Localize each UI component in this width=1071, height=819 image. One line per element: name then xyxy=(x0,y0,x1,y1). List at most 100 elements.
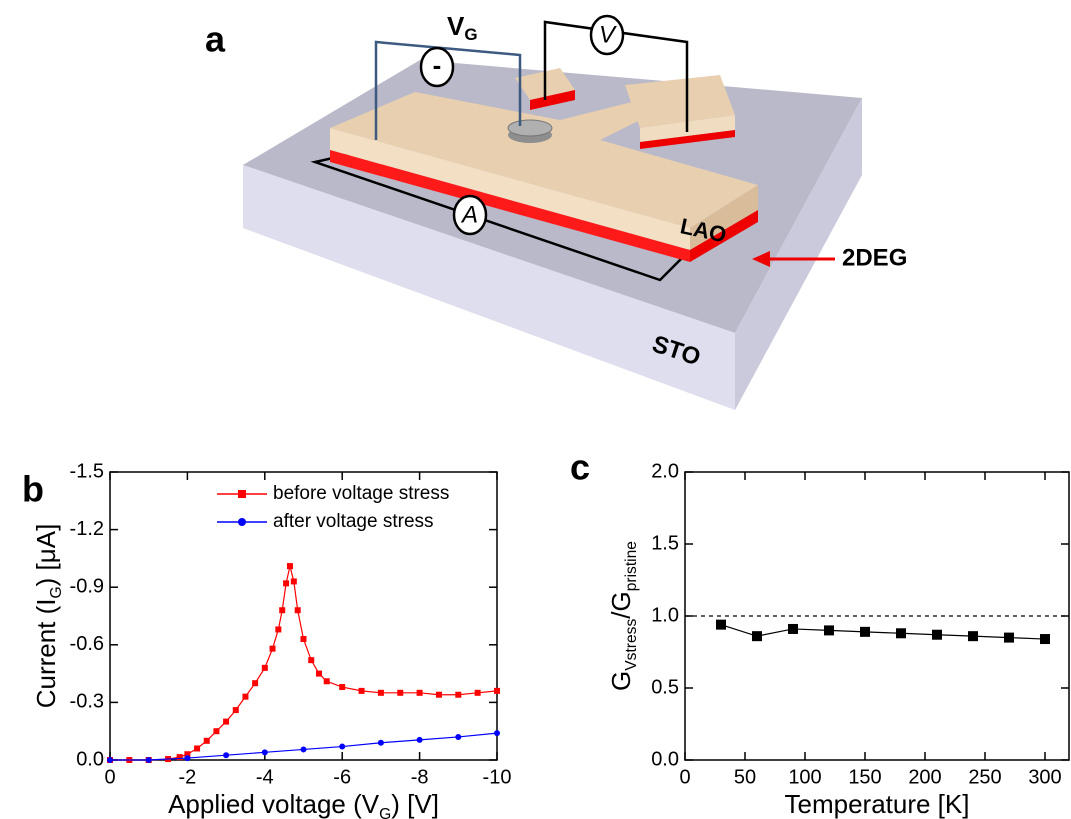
x-tick-label: -10 xyxy=(483,766,512,788)
legend-label: before voltage stress xyxy=(273,483,449,504)
marker xyxy=(146,757,152,763)
label-part: G xyxy=(606,671,636,691)
marker xyxy=(283,580,289,586)
marker xyxy=(896,628,906,638)
marker xyxy=(184,755,190,761)
marker xyxy=(262,665,268,671)
marker xyxy=(223,719,229,725)
ammeter-label: A xyxy=(460,201,478,228)
y-tick-label: -0.6 xyxy=(70,633,104,655)
y-tick-label: 0.0 xyxy=(76,748,104,770)
panel-label: a xyxy=(205,19,226,60)
label-part: Applied voltage (V xyxy=(168,789,380,819)
series-line xyxy=(721,625,1045,639)
y-tick-label: -0.3 xyxy=(70,691,104,713)
y-tick-label: -0.9 xyxy=(70,575,104,597)
marker xyxy=(824,625,834,635)
marker xyxy=(455,734,461,740)
gate-meter-label: - xyxy=(433,50,442,80)
marker xyxy=(204,738,210,744)
gate-electrode xyxy=(508,120,552,136)
marker xyxy=(1004,633,1014,643)
figure: a VG - V A LAO 2DEG STO b 0.0 -0.3 -0.6 -0.9… xyxy=(0,0,1071,819)
legend-marker xyxy=(238,490,246,498)
x-tick-label: -8 xyxy=(411,766,429,788)
marker xyxy=(287,563,293,569)
x-tick-label: 0 xyxy=(104,766,115,788)
label-part: Temperature [K] xyxy=(785,789,970,819)
x-tick-label: -4 xyxy=(256,766,274,788)
subscript: pristine xyxy=(623,541,640,591)
subscript: Vstress xyxy=(623,619,640,671)
label-part: Current (I xyxy=(31,598,61,708)
y-tick-label: 2.0 xyxy=(651,460,679,482)
subscript: G xyxy=(379,806,391,819)
y-tick-label: 0.0 xyxy=(651,748,679,770)
marker xyxy=(436,692,442,698)
y-tick-label: 0.5 xyxy=(651,676,679,698)
marker xyxy=(252,680,258,686)
axis-label: Applied voltage (VG) [V] xyxy=(168,789,439,819)
marker xyxy=(107,757,113,763)
marker xyxy=(308,657,314,663)
marker xyxy=(716,620,726,630)
device-diagram: a VG - V A LAO 2DEG STO xyxy=(205,11,907,410)
marker xyxy=(242,694,248,700)
marker xyxy=(417,737,423,743)
marker xyxy=(378,690,384,696)
marker xyxy=(316,671,322,677)
x-tick-label: 300 xyxy=(1028,766,1061,788)
marker xyxy=(291,578,297,584)
marker xyxy=(301,746,307,752)
marker xyxy=(270,646,276,652)
symbol: V xyxy=(447,11,465,41)
marker xyxy=(324,678,330,684)
legend-marker xyxy=(238,518,246,526)
label-part: ) [μA] xyxy=(31,524,61,587)
panel-label: b xyxy=(22,469,44,510)
voltmeter-label: V xyxy=(599,21,617,48)
subscript: G xyxy=(464,25,477,44)
label-part: ) [V] xyxy=(391,789,439,819)
marker xyxy=(177,754,183,760)
marker xyxy=(378,740,384,746)
axis-label: GVstress/Gpristine xyxy=(606,541,640,691)
marker xyxy=(494,688,500,694)
x-tick-label: 0 xyxy=(679,766,690,788)
x-tick-label: 200 xyxy=(908,766,941,788)
y-tick-label: -1.2 xyxy=(70,518,104,540)
marker xyxy=(301,636,307,642)
marker xyxy=(223,752,229,758)
marker xyxy=(968,631,978,641)
x-tick-label: 250 xyxy=(968,766,1001,788)
marker xyxy=(233,707,239,713)
marker xyxy=(752,631,762,641)
y-tick-label: 1.5 xyxy=(651,532,679,554)
marker xyxy=(262,749,268,755)
marker xyxy=(475,690,481,696)
marker xyxy=(397,690,403,696)
marker xyxy=(494,730,500,736)
gate-voltage-label: VG xyxy=(447,11,478,45)
x-tick-label: -6 xyxy=(333,766,351,788)
x-tick-label: -2 xyxy=(179,766,197,788)
marker xyxy=(213,728,219,734)
marker xyxy=(359,688,365,694)
marker xyxy=(417,690,423,696)
marker xyxy=(788,624,798,634)
marker xyxy=(279,607,285,613)
marker xyxy=(339,744,345,750)
marker xyxy=(194,745,200,751)
subscript: G xyxy=(48,586,65,598)
x-tick-label: 50 xyxy=(734,766,756,788)
marker xyxy=(455,692,461,698)
marker xyxy=(932,630,942,640)
interface-label: 2DEG xyxy=(842,244,907,271)
y-tick-label: 1.0 xyxy=(651,604,679,626)
marker xyxy=(275,626,281,632)
marker xyxy=(339,684,345,690)
series-line xyxy=(110,566,497,760)
legend-label: after voltage stress xyxy=(273,511,434,532)
x-tick-label: 100 xyxy=(788,766,821,788)
label-part: /G xyxy=(606,591,636,618)
